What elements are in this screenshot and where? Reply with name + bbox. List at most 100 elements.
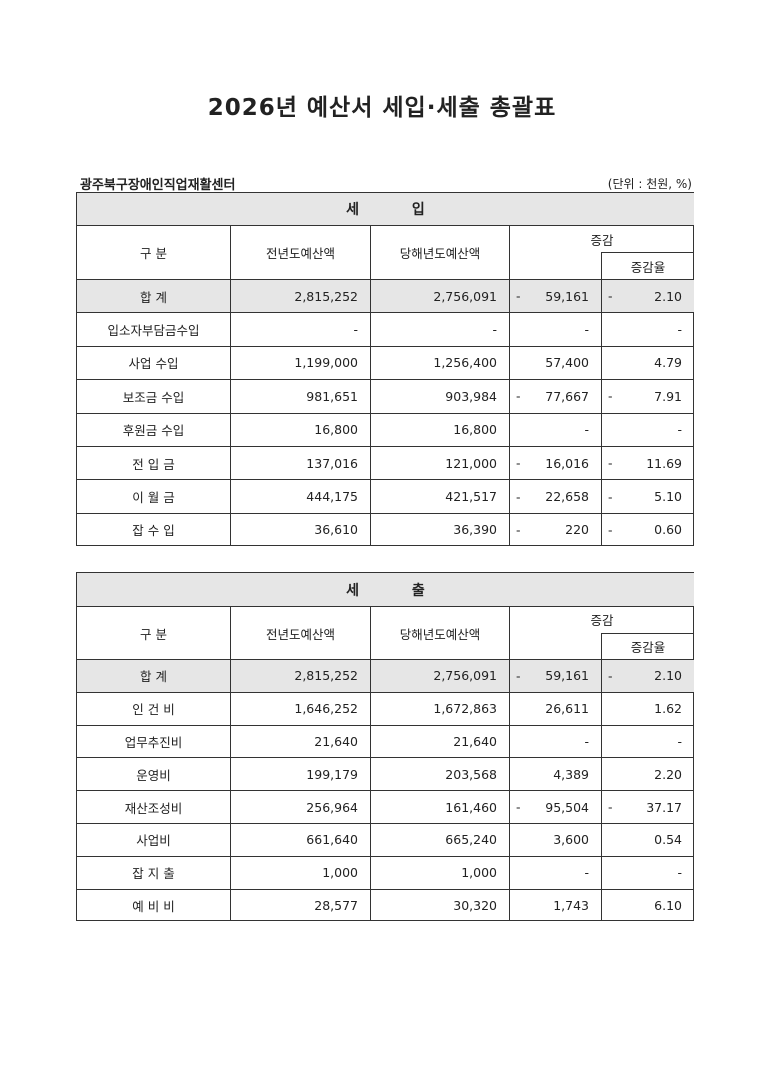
row-category-text: 합 계: [140, 669, 167, 685]
row-category-text: 이 월 금: [132, 490, 175, 506]
row-curr-budget-text: 36,390: [453, 522, 497, 538]
negative-sign: -: [608, 799, 613, 815]
row-change-text: -: [584, 733, 589, 749]
row-category-text: 사업비: [136, 833, 171, 849]
row-curr-budget: 1,256,400: [370, 345, 509, 380]
row-change-text: 59,161: [545, 288, 589, 304]
row-curr-budget-text: 2,756,091: [433, 288, 497, 304]
row-change-text: -: [584, 422, 589, 438]
organization-name: 광주북구장애인직업재활센터: [80, 178, 236, 193]
row-rate: 0.54: [601, 823, 694, 856]
row-category: 잡 수 입: [77, 512, 230, 546]
row-rate: - 7.91: [601, 379, 694, 413]
row-prev-budget-text: 137,016: [306, 455, 358, 471]
row-curr-budget-text: 30,320: [453, 897, 497, 913]
row-prev-budget-text: 1,000: [322, 865, 358, 881]
row-change-text: -: [584, 322, 589, 338]
row-rate-text: 4.79: [654, 355, 682, 371]
row-category: 합 계: [77, 279, 230, 313]
header-prev-budget: 전년도예산액: [230, 606, 370, 659]
row-curr-budget-text: 421,517: [445, 489, 497, 505]
header-curr-budget: 당해년도예산액: [370, 225, 509, 279]
row-curr-budget-text: 203,568: [445, 766, 497, 782]
row-prev-budget: 2,815,252: [230, 279, 370, 313]
header-rate-text: 증감율: [630, 259, 666, 275]
row-prev-budget-text: 256,964: [306, 799, 358, 815]
row-change-text: 4,389: [553, 766, 589, 782]
row-change-text: 1,743: [553, 897, 589, 913]
row-curr-budget: 203,568: [370, 757, 509, 791]
header-prev-budget-text: 전년도예산액: [265, 626, 335, 642]
row-change: - 59,161: [509, 279, 601, 313]
row-rate-text: 0.60: [654, 522, 682, 538]
row-curr-budget: -: [370, 312, 509, 346]
row-rate-text: 2.20: [654, 766, 682, 782]
row-category: 후원금 수입: [77, 412, 230, 446]
row-category-text: 운영비: [136, 767, 171, 783]
row-prev-budget-text: 2,815,252: [294, 288, 358, 304]
header-prev-budget-text: 전년도예산액: [265, 246, 335, 261]
row-rate-text: 7.91: [654, 388, 682, 404]
row-change-text: -: [584, 865, 589, 881]
row-rate-text: 2.10: [654, 668, 682, 684]
header-prev-budget: 전년도예산액: [230, 225, 370, 279]
row-prev-budget: 981,651: [230, 379, 370, 413]
row-prev-budget-text: 444,175: [306, 489, 358, 505]
row-category-text: 업무추진비: [124, 734, 183, 750]
header-change: 증감: [509, 606, 694, 633]
row-category: 사업비: [77, 823, 230, 856]
row-prev-budget-text: 28,577: [314, 897, 358, 913]
header-change-text: 증감: [590, 232, 614, 248]
row-prev-budget-text: 21,640: [314, 733, 358, 749]
row-prev-budget: 137,016: [230, 446, 370, 480]
row-prev-budget: 256,964: [230, 790, 370, 823]
row-curr-budget-text: 665,240: [445, 832, 497, 848]
row-rate-text: 6.10: [654, 897, 682, 913]
row-prev-budget: -: [230, 312, 370, 346]
section-header: 세 출: [77, 573, 694, 606]
section-header-text: 세 출: [346, 582, 425, 599]
header-curr-budget-text: 당해년도예산액: [399, 246, 481, 261]
negative-sign: -: [608, 489, 613, 505]
header-category-text: 구 분: [140, 246, 167, 261]
row-category: 보조금 수입: [77, 379, 230, 412]
negative-sign: -: [608, 668, 613, 684]
row-change: - 95,504: [509, 790, 601, 823]
header-category: 구 분: [77, 606, 230, 659]
row-category-text: 전 입 금: [132, 456, 175, 472]
row-change-text: 77,667: [545, 388, 589, 404]
negative-sign: -: [516, 288, 521, 304]
row-prev-budget: 36,610: [230, 512, 370, 547]
header-curr-budget-text: 당해년도예산액: [399, 626, 481, 642]
row-change-text: 26,611: [545, 701, 589, 717]
row-curr-budget-text: 903,984: [445, 388, 497, 404]
row-curr-budget: 36,390: [370, 512, 509, 547]
row-rate: - 37.17: [601, 790, 694, 823]
row-change: - 16,016: [509, 446, 601, 480]
row-change-text: 220: [565, 522, 589, 538]
row-curr-budget-text: 1,672,863: [433, 701, 497, 717]
row-curr-budget-text: 1,256,400: [433, 355, 497, 371]
row-curr-budget: 30,320: [370, 888, 509, 922]
row-rate: - 2.10: [601, 659, 694, 692]
row-change: -: [509, 412, 601, 446]
row-curr-budget: 665,240: [370, 823, 509, 856]
negative-sign: -: [516, 489, 521, 505]
negative-sign: -: [516, 668, 521, 684]
row-category-text: 잡 수 입: [132, 523, 175, 539]
row-prev-budget: 2,815,252: [230, 659, 370, 692]
row-category-text: 재산조성비: [124, 800, 183, 816]
negative-sign: -: [608, 455, 613, 471]
row-rate: - 11.69: [601, 446, 694, 480]
row-rate: - 0.60: [601, 512, 694, 547]
row-change: 57,400: [509, 345, 601, 380]
header-change-lower: [509, 632, 601, 659]
row-prev-budget: 199,179: [230, 757, 370, 791]
row-curr-budget-text: 161,460: [445, 799, 497, 815]
row-rate: 6.10: [601, 888, 694, 922]
row-rate: -: [601, 724, 694, 758]
row-rate: -: [601, 312, 694, 346]
header-change-text: 증감: [590, 613, 614, 629]
row-curr-budget: 1,000: [370, 855, 509, 889]
row-category-text: 사업 수입: [128, 356, 179, 372]
